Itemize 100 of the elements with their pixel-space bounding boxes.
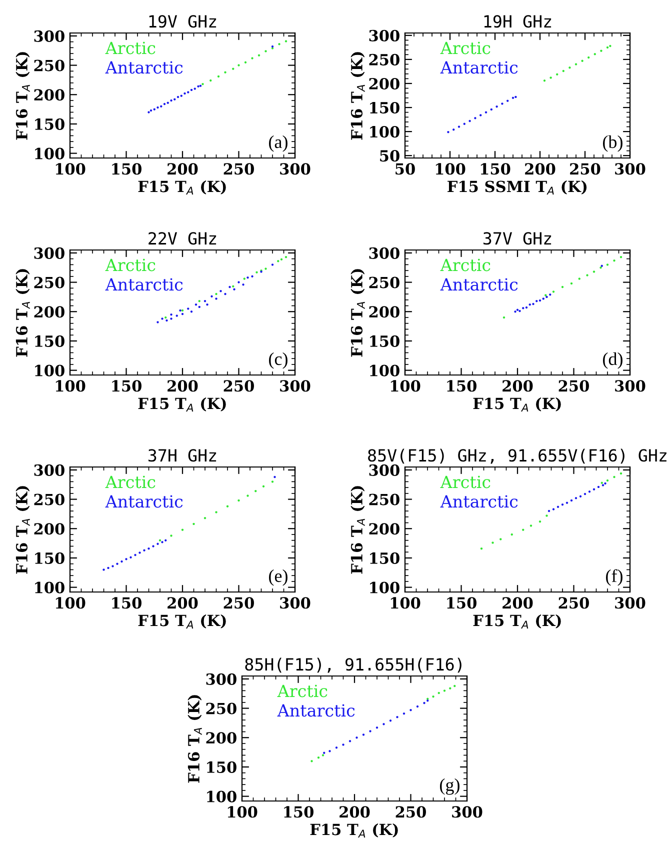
series-label: Antarctic (277, 704, 355, 717)
point (204, 300, 206, 302)
point (525, 306, 528, 309)
y-tick-label: 100 (35, 364, 64, 376)
x-tick-label: 200 (168, 380, 198, 392)
y-tick-label: 200 (369, 78, 400, 90)
text: Arctic (277, 684, 328, 698)
point (284, 256, 288, 258)
series-label: Antarctic (440, 61, 518, 74)
x-tick-label: 50 (396, 163, 415, 175)
y-tick-label: 150 (370, 102, 400, 114)
annotation: (g) (440, 778, 460, 795)
x-tick-label: 100 (228, 806, 258, 818)
y-tick-label: 300 (369, 247, 400, 259)
y-tick-label: 150 (35, 118, 64, 130)
x-tick-label: 250 (396, 806, 426, 818)
x-tick-label: 250 (224, 597, 254, 609)
x-tick-label: 200 (340, 806, 370, 818)
chart-title: 37H GHz (148, 449, 216, 462)
y-axis-title: F16 T$_{A}$ (K) (350, 269, 365, 357)
chart-title: 85H(F15), 91.655H(F16) (245, 658, 462, 673)
x-tick-label: 150 (284, 806, 314, 818)
point (402, 712, 406, 715)
y-tick-label: 50 (380, 150, 400, 162)
y-tick-label: 150 (370, 335, 400, 347)
point (620, 256, 622, 258)
y-tick-label: 250 (34, 60, 64, 72)
x-tick-label: 300 (615, 380, 646, 392)
x-tick-label: 300 (280, 163, 310, 175)
y-tick-label: 200 (369, 306, 400, 318)
x-tick-label: 300 (280, 380, 310, 392)
x-tick-label: 150 (480, 163, 510, 175)
x-axis-title: F15 T$_{A}$ (K) (138, 614, 226, 629)
y-tick-label: 300 (206, 673, 236, 685)
y-axis-title: F16 T$_{A}$ (K) (350, 52, 365, 140)
y-tick-label: 150 (370, 552, 400, 564)
y-axis-title: F16 T$_{A}$ (K) (16, 269, 30, 357)
x-tick-label: 200 (502, 380, 533, 392)
point (163, 102, 166, 106)
point (561, 286, 564, 288)
x-axis-title: F15 T$_{A}$ (K) (138, 180, 226, 195)
x-axis-title: F15 T$_{A}$ (K) (473, 614, 561, 629)
y-tick-label: 200 (34, 523, 64, 535)
series-label: Antarctic (440, 278, 518, 291)
chart-title: 37V GHz (483, 232, 552, 245)
annotation: (b) (602, 135, 622, 152)
point (606, 479, 609, 482)
text: Arctic (105, 476, 156, 488)
point (194, 303, 198, 306)
x-tick-label: 100 (56, 163, 86, 175)
x-axis-title: F15 T$_{A}$ (K) (138, 397, 226, 412)
point (317, 756, 320, 759)
point (181, 312, 184, 316)
y-tick-label: 100 (35, 148, 64, 160)
y-tick-label: 100 (35, 582, 64, 594)
y-tick-label: 250 (369, 54, 400, 66)
point (217, 75, 220, 78)
point (538, 520, 542, 523)
point (502, 316, 506, 319)
x-tick-label: 300 (280, 597, 310, 609)
chart-title: 19V GHz (149, 15, 216, 28)
x-tick-label: 200 (168, 163, 198, 175)
point (416, 705, 419, 708)
point (204, 516, 206, 520)
x-tick-label: 250 (224, 380, 254, 392)
x-tick-label: 250 (570, 163, 600, 175)
y-tick-label: 150 (35, 335, 64, 347)
x-tick-label: 200 (525, 163, 556, 175)
x-axis-title: F15 SSMI T$_{A}$ (K) (448, 180, 587, 195)
point (597, 486, 600, 488)
annotation: (a) (269, 135, 288, 152)
chart-title: 85V(F15) GHz, 91.655V(F16) GHz (368, 448, 666, 464)
point (561, 503, 564, 506)
x-tick-label: 300 (615, 163, 646, 175)
y-tick-label: 200 (369, 523, 400, 535)
x-tick-label: 200 (168, 597, 198, 609)
annotation: (d) (602, 352, 622, 369)
x-tick-label: 100 (390, 380, 420, 392)
point (570, 282, 573, 285)
y-tick-label: 300 (34, 464, 64, 476)
annotation: (c) (269, 352, 288, 369)
y-tick-label: 250 (34, 276, 64, 288)
series-label: Antarctic (105, 278, 183, 291)
y-tick-label: 200 (34, 306, 64, 318)
text: Arctic (105, 42, 156, 54)
y-tick-label: 300 (34, 247, 64, 259)
x-tick-label: 250 (558, 597, 589, 609)
y-tick-label: 200 (206, 732, 236, 744)
point (548, 510, 550, 512)
y-tick-label: 300 (369, 464, 400, 476)
point (620, 472, 622, 475)
text: Arctic (440, 258, 490, 272)
point (538, 299, 542, 302)
x-tick-label: 300 (615, 597, 646, 609)
y-axis-title: F16 T$_{A}$ (K) (188, 695, 202, 783)
text: Arctic (440, 42, 490, 54)
y-tick-label: 150 (207, 761, 236, 773)
x-tick-label: 100 (56, 380, 86, 392)
chart-title: 19H GHz (484, 15, 552, 28)
point (190, 88, 193, 92)
